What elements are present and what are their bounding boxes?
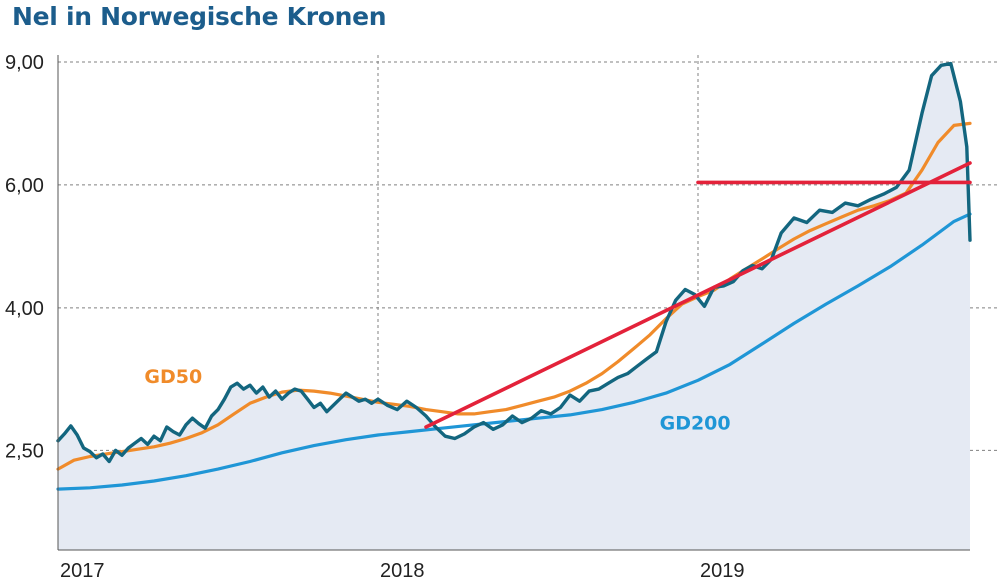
y-tick-label: 6,00 <box>5 175 44 197</box>
gd50-line <box>56 121 972 471</box>
series-labels: GD50 GD200 <box>144 366 730 434</box>
y-tick-label: 9,00 <box>5 52 44 74</box>
gd200-line <box>56 212 972 491</box>
support-trendline <box>424 161 972 429</box>
axes: 2,50 4,00 6,00 9,00 2017 2018 2019 <box>5 52 970 582</box>
x-tick-label: 2017 <box>60 560 105 582</box>
series-label-gd200: GD200 <box>660 412 731 434</box>
price-area <box>58 63 970 550</box>
chart-title: Nel in Norwegische Kronen <box>12 2 387 31</box>
price-area-fill <box>58 63 970 550</box>
x-tick-label: 2019 <box>700 560 745 582</box>
x-tick-label: 2018 <box>380 560 425 582</box>
series-label-gd50: GD50 <box>144 366 202 388</box>
y-tick-label: 2,50 <box>5 440 44 462</box>
y-tick-label: 4,00 <box>5 298 44 320</box>
series-lines <box>56 61 972 491</box>
